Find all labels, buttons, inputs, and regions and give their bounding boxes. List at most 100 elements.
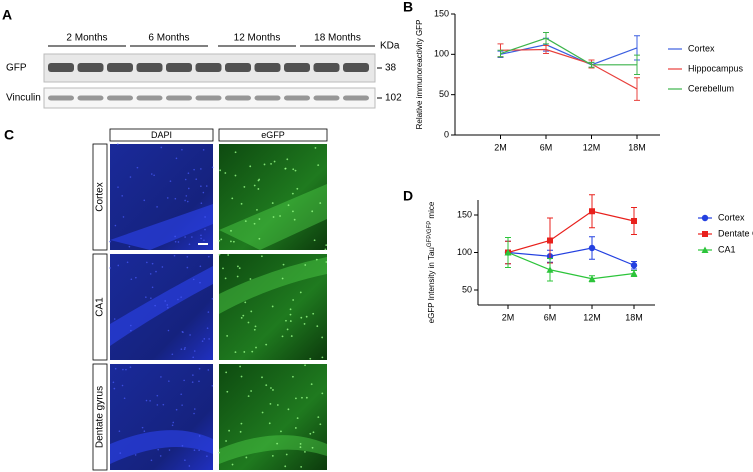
cell-dot	[258, 237, 261, 240]
cell-dot	[193, 408, 196, 410]
cell-dot	[143, 430, 146, 432]
cell-dot	[175, 408, 178, 411]
blot-band	[284, 95, 310, 101]
error-bar	[497, 49, 504, 58]
group-label: 2 Months	[66, 33, 107, 44]
y-axis-label: eGFP Intensity in TauGFP/GFP mice	[427, 201, 437, 323]
cell-dot	[250, 310, 253, 313]
cell-dot	[109, 240, 111, 243]
blot-band	[313, 63, 340, 72]
cell-dot	[255, 346, 257, 349]
cell-dot	[253, 328, 256, 331]
cell-dot	[292, 299, 295, 301]
cell-dot	[296, 417, 299, 420]
row-label-box	[92, 363, 108, 471]
cell-dot	[312, 431, 315, 434]
cell-dot	[184, 346, 186, 349]
cell-dot	[240, 375, 243, 378]
kda-label: 38	[385, 63, 397, 74]
series-line	[507, 210, 635, 254]
cell-dot	[180, 393, 183, 396]
cell-dot	[282, 263, 285, 266]
cell-dot	[325, 261, 328, 263]
cell-dot	[193, 350, 196, 352]
error-bar	[588, 61, 595, 68]
cell-dot	[299, 446, 302, 449]
egfp-band	[219, 257, 327, 314]
cell-dot	[303, 323, 306, 325]
cell-dot	[153, 174, 155, 177]
cell-dot	[117, 143, 119, 145]
cell-dot	[117, 264, 120, 267]
column-header: DAPI	[151, 130, 172, 140]
blot-band	[195, 63, 222, 72]
cell-dot	[257, 179, 260, 182]
cell-dot	[304, 450, 306, 453]
dapi-band	[110, 430, 213, 464]
cell-dot	[129, 176, 132, 178]
cell-dot	[145, 399, 148, 402]
group-label: 18 Months	[314, 33, 361, 44]
cell-dot	[187, 172, 190, 174]
cell-dot	[321, 356, 324, 359]
cell-dot	[236, 275, 239, 278]
cell-dot	[276, 442, 279, 445]
cell-dot	[254, 325, 257, 328]
cell-dot	[157, 448, 159, 451]
cell-dot	[295, 397, 297, 400]
cell-dot	[265, 343, 268, 346]
cell-dot	[249, 165, 252, 168]
cell-dot	[261, 411, 264, 414]
cell-dot	[162, 403, 165, 406]
cell-dot	[208, 338, 210, 340]
cell-dot	[271, 202, 274, 204]
cell-dot	[167, 306, 169, 309]
cell-dot	[253, 222, 256, 225]
cell-dot	[247, 395, 250, 398]
cell-dot	[319, 423, 322, 426]
marker	[588, 244, 596, 252]
cell-dot	[135, 276, 137, 279]
cell-dot	[279, 215, 281, 217]
cell-dot	[238, 267, 241, 270]
cell-dot	[218, 253, 221, 256]
blot-row-label: GFP	[6, 63, 27, 74]
cell-dot	[193, 168, 195, 171]
blot-band	[107, 95, 133, 101]
marker	[547, 237, 553, 244]
cell-dot	[243, 351, 246, 353]
cell-dot	[309, 357, 312, 360]
cell-dot	[218, 451, 221, 454]
cell-dot	[118, 430, 121, 433]
cell-dot	[257, 188, 260, 190]
cell-dot	[304, 364, 306, 367]
cell-dot	[270, 162, 272, 165]
cell-dot	[156, 206, 158, 208]
cell-dot	[188, 465, 191, 467]
cell-dot	[261, 255, 263, 258]
cell-dot	[151, 286, 154, 289]
egfp-image	[219, 144, 327, 250]
cell-dot	[239, 365, 242, 368]
cell-dot	[181, 330, 184, 333]
cell-dot	[231, 197, 234, 200]
blot-band	[343, 95, 369, 101]
cell-dot	[136, 166, 139, 169]
cell-dot	[321, 392, 324, 395]
group-label: 6 Months	[148, 33, 189, 44]
series-line	[500, 48, 638, 90]
dapi-band	[110, 204, 213, 250]
y-tick-label: 150	[434, 8, 449, 18]
cell-dot	[292, 375, 294, 378]
series-line	[500, 37, 637, 66]
cell-dot	[198, 449, 200, 452]
cell-dot	[211, 384, 214, 387]
marker	[702, 231, 708, 237]
cell-dot	[188, 243, 191, 246]
cell-dot	[203, 239, 205, 242]
cell-dot	[271, 305, 274, 308]
cell-dot	[292, 168, 295, 171]
cell-dot	[225, 371, 228, 374]
cell-dot	[159, 455, 162, 457]
x-tick-label: 6M	[544, 312, 557, 322]
